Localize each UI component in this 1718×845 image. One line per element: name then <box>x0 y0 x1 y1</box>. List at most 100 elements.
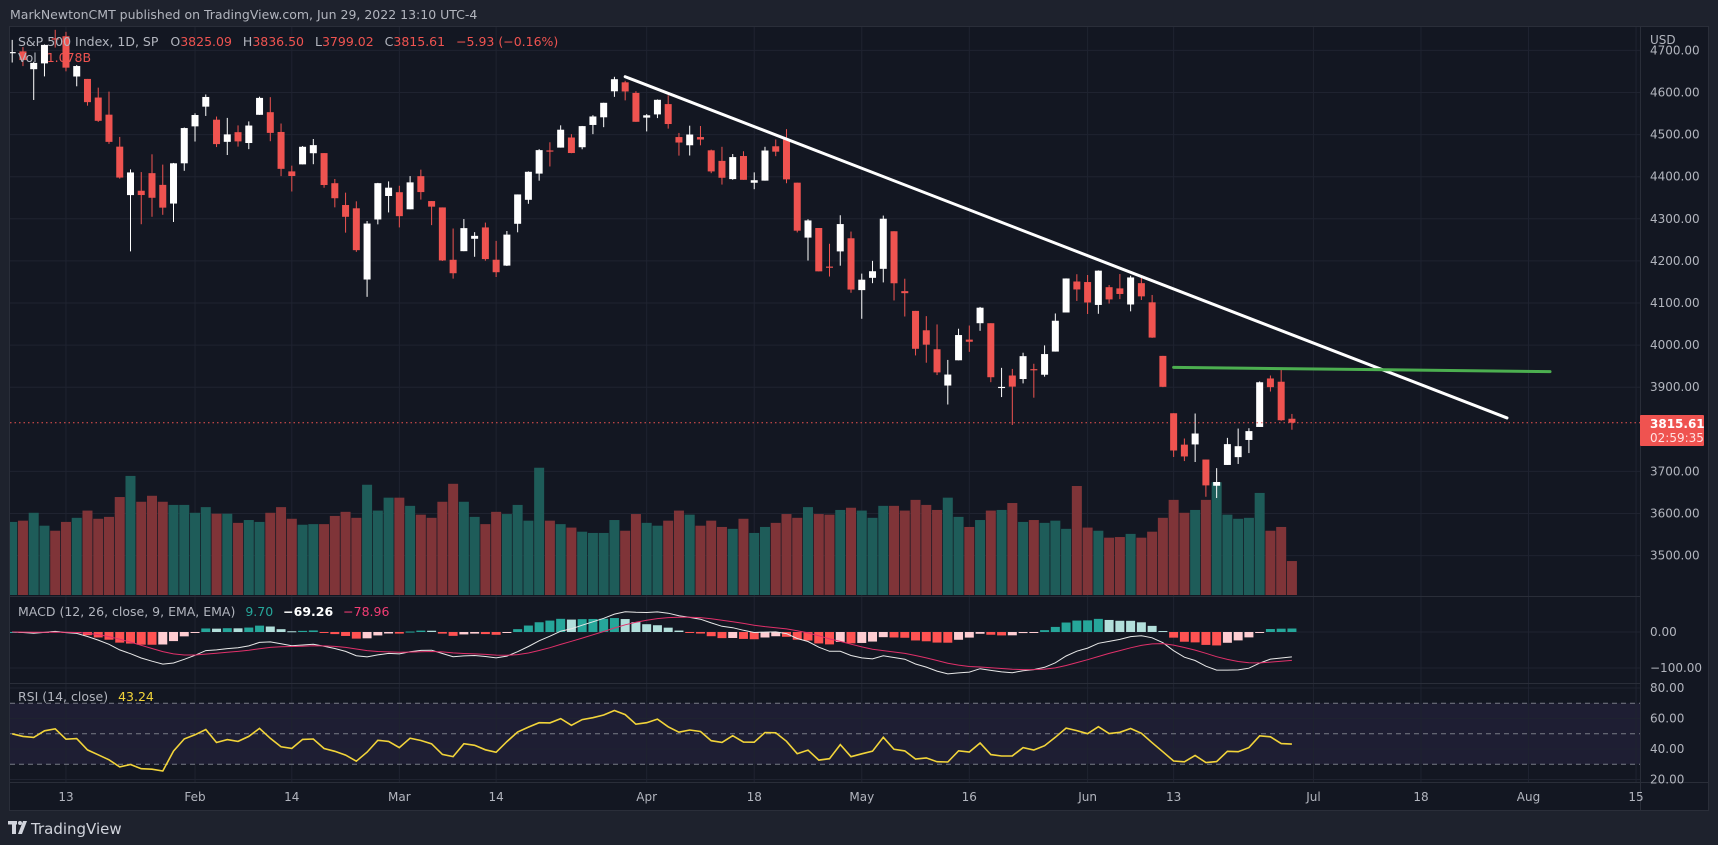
candle-body[interactable] <box>761 150 769 181</box>
candle-body[interactable] <box>428 201 436 207</box>
candle-body[interactable] <box>159 184 167 208</box>
candle-body[interactable] <box>686 134 694 146</box>
candle-body[interactable] <box>481 227 489 260</box>
candle-body[interactable] <box>1116 288 1124 294</box>
candle-body[interactable] <box>729 157 737 180</box>
candle-body[interactable] <box>385 187 393 196</box>
candle-body[interactable] <box>40 44 48 64</box>
candle-body[interactable] <box>535 150 543 174</box>
candle-body[interactable] <box>1019 356 1027 380</box>
candle-body[interactable] <box>363 223 371 280</box>
candle-body[interactable] <box>836 224 844 252</box>
candle-body[interactable] <box>869 271 877 278</box>
candle-body[interactable] <box>137 190 145 196</box>
volume-label[interactable]: Vol <box>18 50 37 65</box>
candle-body[interactable] <box>998 386 1006 389</box>
candle-body[interactable] <box>148 173 156 198</box>
candle-body[interactable] <box>320 153 328 186</box>
candle-body[interactable] <box>417 176 425 193</box>
candle-body[interactable] <box>1223 444 1231 465</box>
candle-body[interactable] <box>944 374 952 386</box>
candle-body[interactable] <box>782 139 790 180</box>
candle-body[interactable] <box>1266 378 1274 388</box>
symbol-name[interactable]: S&P 500 Index, 1D, SP <box>18 34 159 49</box>
candle-body[interactable] <box>621 82 629 92</box>
candle-body[interactable] <box>1008 375 1016 387</box>
candle-body[interactable] <box>707 150 715 172</box>
candle-body[interactable] <box>965 339 973 342</box>
candle-body[interactable] <box>1191 433 1199 445</box>
candle-body[interactable] <box>804 220 812 238</box>
candle-body[interactable] <box>342 205 350 217</box>
candle-body[interactable] <box>19 51 27 61</box>
candle-body[interactable] <box>847 238 855 290</box>
candle-body[interactable] <box>664 104 672 125</box>
candle-body[interactable] <box>288 171 296 176</box>
candle-body[interactable] <box>976 307 984 324</box>
candle-body[interactable] <box>191 115 199 127</box>
candle-body[interactable] <box>51 38 59 40</box>
candle-body[interactable] <box>352 208 360 251</box>
candle-body[interactable] <box>503 234 511 266</box>
candle-body[interactable] <box>901 291 909 294</box>
candle-body[interactable] <box>309 145 317 154</box>
candle-body[interactable] <box>696 137 704 140</box>
price-axis[interactable] <box>1641 27 1708 782</box>
candle-body[interactable] <box>1030 369 1038 371</box>
candle-body[interactable] <box>126 172 134 196</box>
candle-body[interactable] <box>1051 320 1059 352</box>
candle-body[interactable] <box>170 163 178 204</box>
resistance-trendline[interactable] <box>623 75 1509 420</box>
candle-body[interactable] <box>1256 382 1264 427</box>
candle-body[interactable] <box>30 62 38 70</box>
candle-body[interactable] <box>750 180 758 183</box>
candle-body[interactable] <box>213 119 221 145</box>
candle-body[interactable] <box>1288 418 1296 423</box>
candle-body[interactable] <box>858 279 866 291</box>
candle-body[interactable] <box>1148 302 1156 338</box>
candle-body[interactable] <box>83 78 91 103</box>
candle-body[interactable] <box>546 150 554 152</box>
candle-body[interactable] <box>374 183 382 220</box>
candle-body[interactable] <box>438 207 446 261</box>
candle-body[interactable] <box>1234 446 1242 458</box>
candle-body[interactable] <box>223 134 231 142</box>
candle-body[interactable] <box>955 335 963 361</box>
candle-body[interactable] <box>600 102 608 118</box>
candle-body[interactable] <box>675 137 683 143</box>
candle-body[interactable] <box>256 97 264 115</box>
candle-body[interactable] <box>1213 481 1221 486</box>
candle-body[interactable] <box>793 182 801 231</box>
candle-body[interactable] <box>234 132 242 142</box>
candle-series[interactable] <box>9 29 1640 498</box>
candle-body[interactable] <box>1127 277 1135 305</box>
candle-body[interactable] <box>9 52 16 54</box>
candle-body[interactable] <box>610 79 618 92</box>
candle-body[interactable] <box>1062 278 1070 313</box>
candle-body[interactable] <box>1094 270 1102 305</box>
candle-body[interactable] <box>739 156 747 180</box>
candle-body[interactable] <box>1084 282 1092 303</box>
candle-body[interactable] <box>1202 459 1210 486</box>
candle-body[interactable] <box>922 330 930 345</box>
candle-body[interactable] <box>1180 444 1188 457</box>
candle-body[interactable] <box>245 125 253 144</box>
candle-body[interactable] <box>524 171 532 200</box>
candle-body[interactable] <box>653 99 661 115</box>
rsi-title[interactable]: RSI (14, close) <box>18 689 108 704</box>
candle-body[interactable] <box>643 115 651 118</box>
candle-body[interactable] <box>449 259 457 274</box>
candle-body[interactable] <box>514 194 522 224</box>
macd-title[interactable]: MACD (12, 26, close, 9, EMA, EMA) <box>18 604 235 619</box>
candle-body[interactable] <box>589 116 597 125</box>
candle-body[interactable] <box>492 259 500 273</box>
candle-body[interactable] <box>1041 354 1049 375</box>
candle-body[interactable] <box>1170 413 1178 451</box>
candle-body[interactable] <box>578 126 586 148</box>
candle-body[interactable] <box>277 131 285 169</box>
time-axis[interactable]: 13 Feb 14 Mar 14 Apr 18 May 16 Jun 13 Jul 18 Aug 15 <box>58 790 1643 804</box>
candle-body[interactable] <box>912 310 920 349</box>
candle-body[interactable] <box>1073 281 1081 290</box>
candle-body[interactable] <box>557 129 565 148</box>
